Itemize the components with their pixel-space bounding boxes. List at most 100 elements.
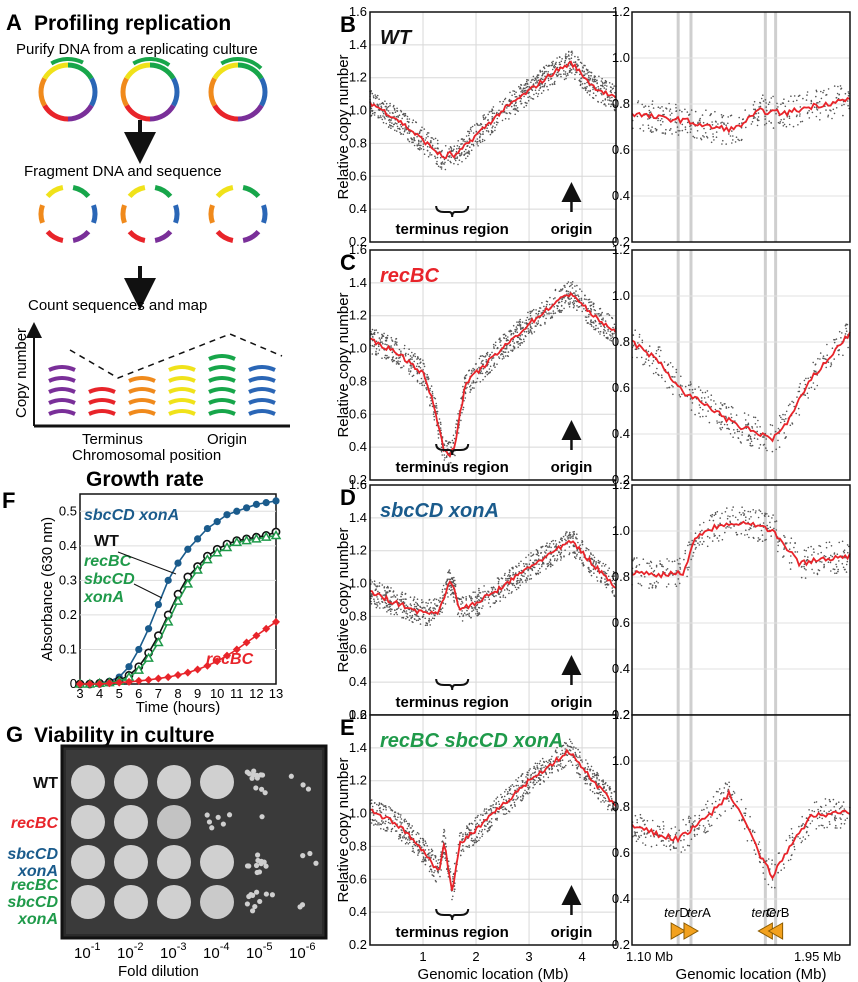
data-point [570,746,572,748]
data-point [784,105,787,108]
data-point [392,596,394,598]
data-point [505,808,508,811]
data-point [585,549,587,552]
data-point [677,130,679,132]
data-point [400,109,402,112]
data-point [823,563,825,566]
data-point [805,560,808,562]
data-point [497,121,499,124]
data-point [532,98,535,100]
data-point [398,114,401,116]
data-point [464,397,467,399]
data-point [390,587,392,589]
data-point [546,85,548,88]
data-point [847,95,850,97]
data-point [601,84,603,87]
terminus-brace [435,678,470,691]
data-point [595,87,597,89]
data-point [434,856,437,859]
data-point [698,544,701,546]
data-point [482,115,484,117]
data-point [405,610,408,612]
data-point [383,587,386,589]
data-point [404,127,406,129]
data-point [453,162,455,165]
data-point [383,356,386,359]
data-point [576,766,578,769]
data-point [515,95,518,98]
data-point [470,822,473,825]
data-point [494,344,497,347]
data-point [475,613,477,615]
data-point [649,583,651,585]
data-point [596,580,599,582]
data-point [551,315,553,318]
data-point [533,765,535,768]
plasmid-arc [154,229,173,243]
data-point [418,148,421,151]
data-point [439,421,442,424]
data-point [537,554,540,557]
data-point [702,521,705,524]
data-point [610,105,612,108]
data-point [752,509,754,511]
data-point [600,801,602,803]
data-point [759,510,762,513]
data-point [393,107,396,110]
strain-label: WT [380,27,413,49]
data-point [560,73,562,76]
data-point [591,80,594,82]
data-point [712,135,714,138]
data-point [600,84,602,87]
plasmid-arc [72,185,91,199]
data-point [552,543,555,545]
data-point [668,102,670,105]
data-point [589,571,591,574]
origin-label: origin [551,221,593,238]
data-point [567,302,570,304]
data-point [543,766,545,769]
data-point [519,87,521,90]
data-point [564,748,566,750]
data-point [454,158,456,160]
data-point [647,350,650,353]
smoothed-line [631,97,851,134]
data-point [524,322,526,324]
data-point [831,347,834,350]
data-point [820,97,823,100]
data-point [485,359,488,361]
data-point [411,850,414,853]
data-point [799,121,802,123]
data-point [466,613,469,616]
data-point [470,596,473,598]
data-point [541,564,543,566]
data-point [576,553,578,556]
data-point [408,118,411,120]
step3-caption: Count sequences and map [28,297,207,314]
data-point [711,513,714,516]
data-point [765,102,767,104]
data-point [641,341,644,344]
data-point [371,805,374,808]
data-point [385,599,387,602]
data-point [519,86,522,89]
data-point [399,816,402,818]
data-point [679,568,682,570]
data-point [389,105,391,107]
data-point [372,96,375,99]
data-point [374,584,376,586]
data-point [745,126,747,129]
data-point [558,541,561,543]
data-point [413,144,416,147]
data-point [788,117,791,119]
data-point [672,366,674,368]
data-point [538,567,541,570]
data-point [606,784,609,787]
data-point [642,820,644,822]
data-point [690,409,693,411]
data-point [531,569,534,572]
data-point [793,405,795,408]
data-point [558,301,560,304]
data-point [402,617,405,619]
data-point [759,426,761,428]
